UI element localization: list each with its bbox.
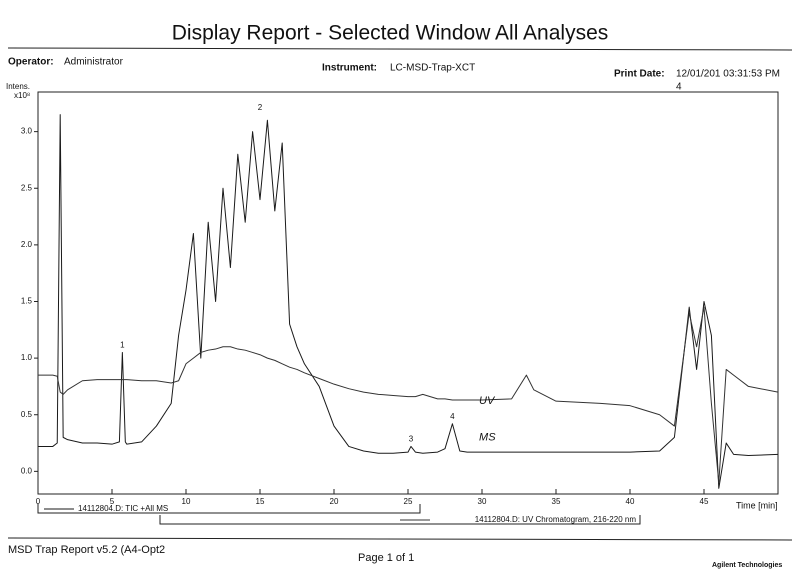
x-tick-label: 25 — [404, 497, 413, 506]
print-date-label: Print Date: — [614, 69, 665, 80]
handwritten-note: UV — [479, 395, 496, 407]
print-date: 12/01/201 03:31:53 PM — [676, 69, 780, 80]
x-tick-label: 20 — [330, 497, 339, 506]
y-unit: x10⁸ — [14, 91, 30, 100]
y-label: Intens. — [6, 82, 30, 91]
peak-label: 1 — [120, 341, 125, 350]
series-line — [38, 306, 779, 484]
peak-label: 2 — [258, 103, 263, 112]
x-tick-label: 45 — [700, 497, 709, 506]
x-tick-label: 35 — [552, 497, 561, 506]
y-tick-label: 2.0 — [21, 240, 33, 249]
footer-rule — [7, 537, 793, 541]
x-tick-label: 0 — [36, 497, 41, 506]
y-tick-label: 0.5 — [21, 410, 33, 419]
instrument: LC-MSD-Trap-XCT — [390, 63, 475, 74]
operator-label: Operator: — [8, 57, 54, 68]
y-tick-label: 0.0 — [21, 466, 33, 475]
y-tick-label: 3.0 — [21, 127, 33, 136]
footer-brand: Agilent Technologies — [712, 562, 782, 569]
legend-bracket — [159, 515, 641, 525]
x-tick-label: 40 — [626, 497, 635, 506]
print-date-wrap: 4 — [676, 82, 682, 93]
footer-report: MSD Trap Report v5.2 (A4-Opt2 — [8, 544, 165, 556]
y-tick-label: 2.5 — [21, 183, 33, 192]
handwritten-note: MS — [479, 431, 496, 443]
x-tick-label: 15 — [256, 497, 265, 506]
instrument-label: Instrument: — [322, 63, 377, 74]
legend-label: 14112804.D: UV Chromatogram, 216-220 nm — [475, 515, 637, 524]
report-title: Display Report - Selected Window All Ana… — [172, 22, 609, 45]
series-line — [38, 114, 779, 489]
x-label: Time [min] — [736, 500, 778, 510]
x-tick-label: 10 — [182, 497, 191, 506]
peak-label: 4 — [450, 412, 455, 421]
legend-label: 14112804.D: TIC +All MS — [78, 504, 168, 513]
legend-bracket — [37, 504, 421, 514]
y-tick-label: 1.5 — [21, 297, 33, 306]
plot: 0.0 0.5 1.0 1.5 2.0 2.5 3.0 0 5 10 15 20 25 30 35 40 45 1… — [21, 91, 779, 506]
x-tick-label: 5 — [110, 497, 115, 506]
operator: Administrator — [64, 57, 124, 68]
footer-page: Page 1 of 1 — [358, 552, 414, 564]
x-tick-label: 30 — [478, 497, 487, 506]
header-rule — [7, 47, 793, 51]
peak-label: 3 — [409, 435, 414, 444]
y-tick-label: 1.0 — [21, 353, 33, 362]
